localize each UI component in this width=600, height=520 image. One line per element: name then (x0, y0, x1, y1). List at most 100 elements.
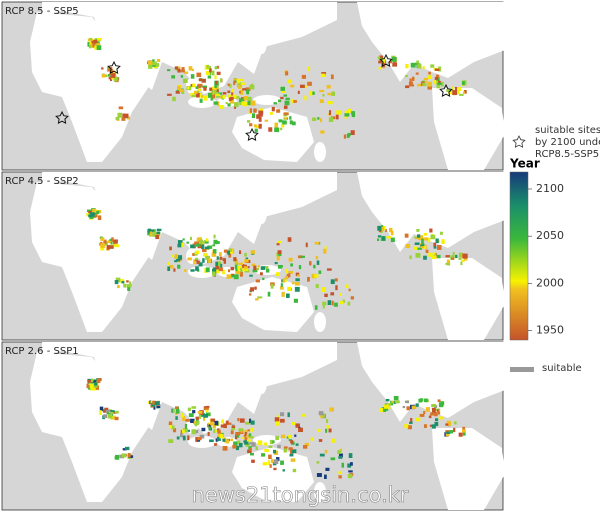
reef-spot (201, 413, 206, 417)
reef-spot (324, 293, 328, 297)
reef-spot (220, 95, 223, 99)
reef-spot (255, 267, 259, 271)
reef-spot (446, 89, 451, 92)
reef-spot (347, 301, 351, 306)
reef-spot (238, 428, 244, 432)
reef-spot (176, 436, 180, 440)
reef-spot (320, 73, 326, 78)
reef-spot (322, 301, 327, 306)
reef-spot (316, 260, 320, 265)
reef-spot (283, 448, 287, 453)
reef-spot (99, 410, 102, 415)
reef-spot (405, 75, 408, 78)
reef-spot (167, 266, 171, 271)
reef-spot (236, 265, 242, 269)
reef-spot (204, 246, 210, 250)
reef-spot (459, 93, 464, 96)
reef-spot (247, 429, 250, 432)
colorbar: Year 1950 2000 2050 2100 (509, 157, 564, 341)
reef-spot (227, 83, 230, 87)
reef-spot (290, 458, 296, 462)
reef-spot (238, 78, 244, 82)
reef-spot (107, 240, 111, 244)
reef-spot (129, 281, 132, 285)
reef-spot (304, 442, 309, 447)
reef-spot (409, 255, 412, 260)
reef-spot (291, 449, 297, 454)
reef-spot (195, 416, 200, 420)
reef-spot (282, 120, 287, 125)
reef-spot (330, 74, 334, 80)
reef-spot (148, 64, 153, 69)
reef-spot (262, 277, 265, 281)
reef-spot (223, 423, 227, 429)
reef-spot (118, 106, 124, 110)
reef-spot (264, 119, 269, 122)
reef-spot (271, 459, 274, 464)
reef-spot (222, 269, 225, 275)
reef-spot (152, 59, 155, 64)
reef-spot (379, 55, 384, 60)
reef-spot (106, 410, 110, 415)
reef-spot (227, 269, 231, 273)
reef-spot (331, 438, 335, 443)
reef-spot (172, 428, 177, 433)
reef-spot (212, 86, 217, 90)
reef-spot (221, 419, 225, 424)
reef-spot (420, 246, 424, 249)
reef-spot (344, 113, 350, 117)
reef-spot (428, 237, 431, 243)
reef-spot (289, 453, 294, 457)
reef-spot (196, 420, 200, 425)
reef-spot (268, 445, 273, 449)
reef-spot (234, 264, 238, 270)
reef-spot (445, 255, 450, 258)
reef-spot (152, 229, 156, 234)
reef-spot (312, 117, 317, 121)
star-label-line: suitable sites (535, 125, 600, 136)
reef-spot (452, 90, 458, 95)
reef-spot (237, 418, 240, 422)
reef-spot (295, 272, 300, 277)
reef-spot (182, 416, 186, 421)
reef-spot (209, 68, 212, 73)
reef-spot (237, 440, 241, 444)
reef-spot (313, 264, 316, 269)
reef-spot (462, 429, 466, 433)
reef-spot (338, 471, 342, 475)
reef-spot (331, 91, 336, 96)
reef-spot (269, 111, 273, 115)
reef-spot (243, 95, 248, 101)
reef-spot (210, 421, 214, 426)
reef-spot (406, 406, 410, 411)
reef-spot (239, 98, 244, 103)
reef-spot (175, 408, 180, 414)
reef-spot (423, 424, 427, 428)
reef-spot (108, 76, 112, 80)
reef-spot (103, 414, 108, 419)
reef-spot (193, 420, 196, 424)
reef-spot (390, 237, 395, 243)
reef-spot (244, 441, 249, 445)
reef-spot (192, 410, 196, 414)
reef-spot (212, 423, 216, 429)
reef-spot (243, 266, 248, 270)
reef-spot (176, 85, 181, 91)
reef-spot (156, 228, 162, 232)
reef-spot (274, 122, 278, 128)
reef-spot (415, 417, 421, 422)
reef-spot (105, 409, 111, 413)
reef-spot (96, 210, 100, 215)
colorbar-tick-label: 2050 (536, 229, 564, 242)
reef-spot (174, 260, 178, 263)
reef-spot (174, 66, 179, 70)
reef-spot (248, 293, 252, 296)
reef-spot (390, 230, 394, 236)
reef-spot (216, 71, 221, 75)
reef-spot (258, 112, 263, 117)
reef-spot (201, 244, 205, 250)
reef-spot (281, 90, 286, 94)
reef-spot (319, 99, 324, 104)
reef-spot (212, 268, 217, 274)
